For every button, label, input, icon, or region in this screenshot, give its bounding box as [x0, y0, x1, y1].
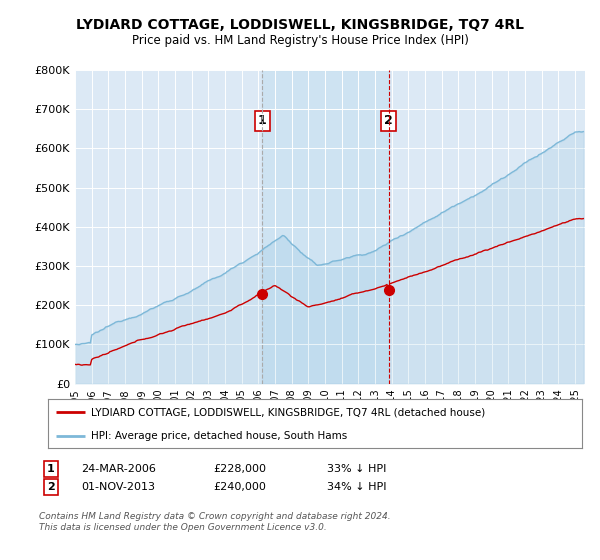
Text: 24-MAR-2006: 24-MAR-2006 [81, 464, 156, 474]
Text: 2: 2 [47, 482, 55, 492]
Text: 1: 1 [47, 464, 55, 474]
Text: Contains HM Land Registry data © Crown copyright and database right 2024.
This d: Contains HM Land Registry data © Crown c… [39, 512, 391, 532]
Text: HPI: Average price, detached house, South Hams: HPI: Average price, detached house, Sout… [91, 431, 347, 441]
Text: 34% ↓ HPI: 34% ↓ HPI [327, 482, 386, 492]
Text: 2: 2 [385, 114, 393, 128]
Text: Price paid vs. HM Land Registry's House Price Index (HPI): Price paid vs. HM Land Registry's House … [131, 34, 469, 46]
Text: £228,000: £228,000 [213, 464, 266, 474]
Text: 01-NOV-2013: 01-NOV-2013 [81, 482, 155, 492]
Text: £240,000: £240,000 [213, 482, 266, 492]
Text: LYDIARD COTTAGE, LODDISWELL, KINGSBRIDGE, TQ7 4RL (detached house): LYDIARD COTTAGE, LODDISWELL, KINGSBRIDGE… [91, 407, 485, 417]
Text: LYDIARD COTTAGE, LODDISWELL, KINGSBRIDGE, TQ7 4RL: LYDIARD COTTAGE, LODDISWELL, KINGSBRIDGE… [76, 18, 524, 32]
Text: 1: 1 [258, 114, 266, 128]
Bar [262, 70, 389, 384]
Text: 33% ↓ HPI: 33% ↓ HPI [327, 464, 386, 474]
